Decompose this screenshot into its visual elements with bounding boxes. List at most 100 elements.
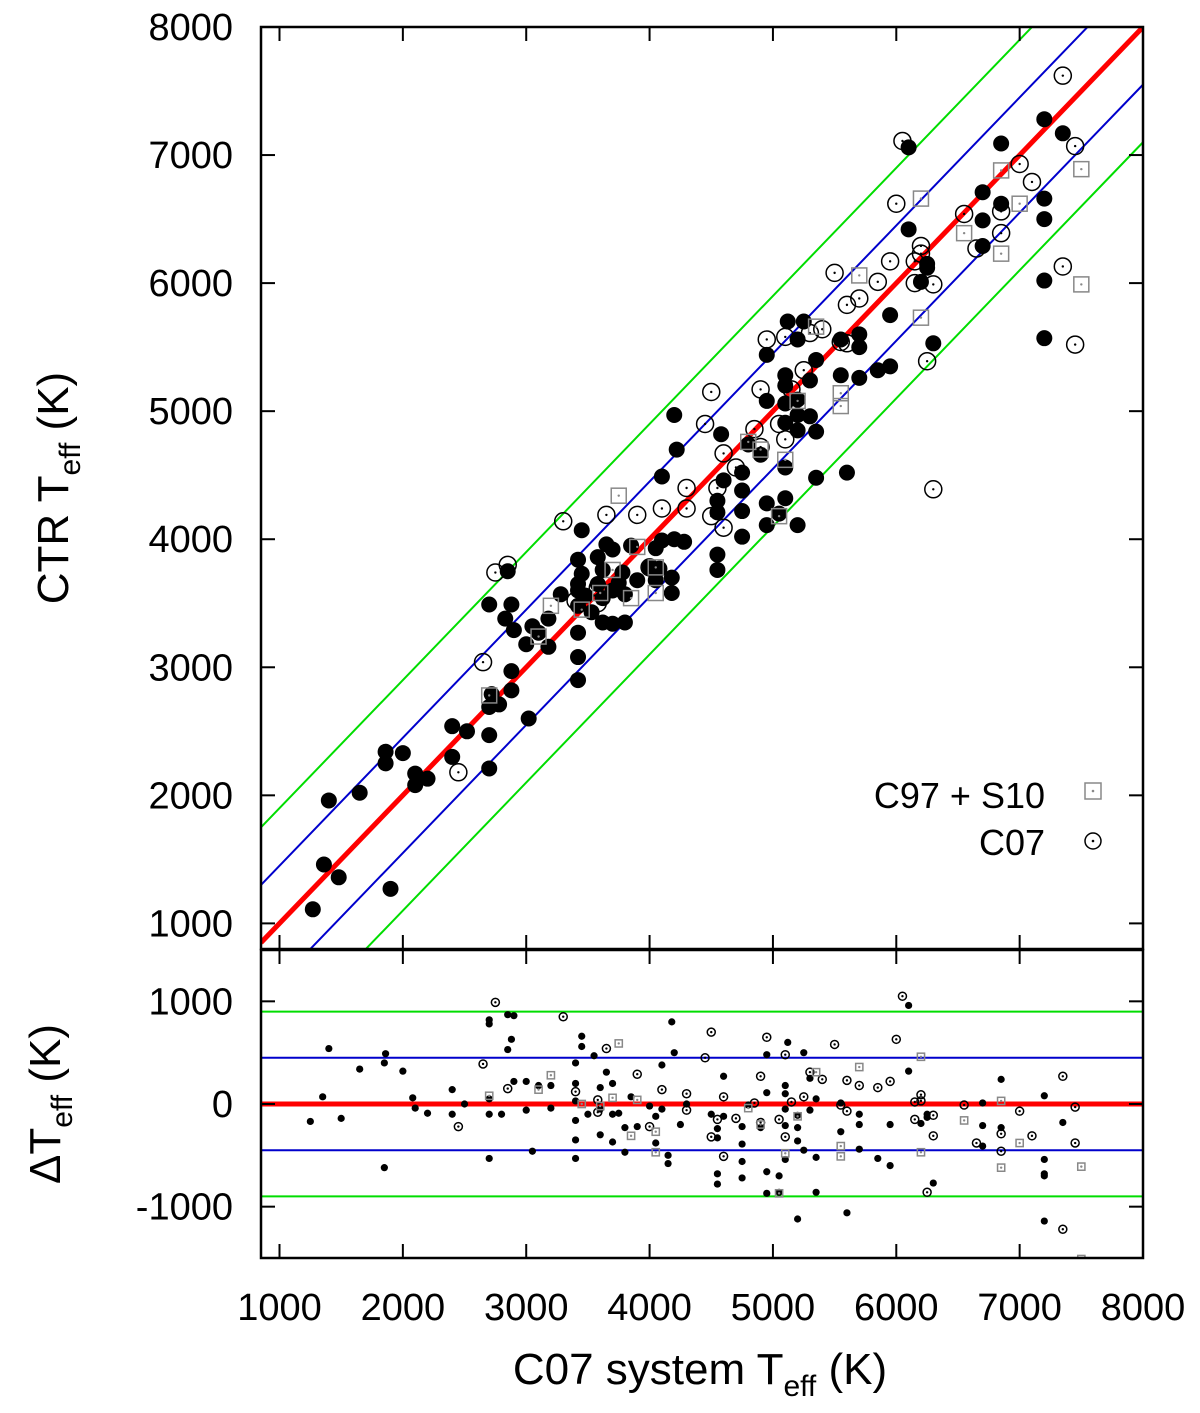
residual-point-1-53-dot	[1030, 1134, 1034, 1138]
main-point-0-46	[589, 549, 606, 566]
residual-point-2-8	[632, 1095, 642, 1105]
main-point-0-115	[882, 307, 899, 324]
residual-point-0-26	[522, 1106, 530, 1114]
main-point-0-43	[577, 587, 594, 604]
residual-point-2-17-dot	[839, 1155, 842, 1158]
main-point-1-37	[868, 272, 888, 292]
residual-point-0-126	[1059, 1118, 1067, 1127]
residual-point-0-112	[917, 1119, 925, 1128]
residual-point-0-60	[664, 1151, 672, 1159]
residual-point-2-19	[854, 1062, 864, 1072]
residual-point-1-23	[755, 1071, 766, 1082]
residual-point-1-42-dot	[913, 1118, 916, 1121]
main-point-0-70	[668, 441, 685, 458]
residual-point-1-29	[799, 1092, 809, 1102]
main-point-0-2	[320, 792, 337, 809]
main-point-1-50-dot	[999, 231, 1003, 235]
main-line-1	[261, 27, 1089, 886]
residual-point-0-65	[707, 1110, 715, 1118]
residual-point-2-22-dot	[962, 1119, 966, 1122]
residual-point-1-15-dot	[710, 1135, 713, 1139]
residual-point-1-15	[706, 1132, 717, 1142]
main-point-2-10	[647, 559, 664, 576]
residual-point-0-79	[763, 1168, 771, 1176]
main-point-0-114	[882, 358, 899, 375]
residual-point-1-28-dot	[790, 1100, 793, 1104]
residual-point-2-2	[546, 1070, 556, 1080]
residual-point-0-110	[905, 1067, 913, 1075]
residual-point-1-2	[490, 997, 501, 1008]
main-point-0-58	[623, 537, 640, 554]
residual-point-1-47-dot	[932, 1114, 935, 1117]
residual-point-0-25	[510, 1077, 518, 1086]
residual-point-1-3	[502, 1083, 513, 1094]
residual-point-0-44	[596, 1083, 604, 1092]
residual-point-1-33-dot	[839, 1103, 842, 1107]
main-point-1-30	[800, 323, 820, 343]
residual-point-2-22	[959, 1116, 969, 1125]
x-tick-label-7: 8000	[1101, 1287, 1186, 1329]
main-point-1-21	[745, 419, 764, 439]
residual-point-1-45-dot	[925, 1191, 929, 1194]
main-point-2-13	[770, 507, 788, 525]
residual-point-1-39-dot	[895, 1038, 898, 1041]
residual-point-1-44-dot	[919, 1093, 923, 1096]
residual-point-2-20	[916, 1052, 926, 1062]
residual-point-0-51	[621, 1148, 629, 1156]
residual-point-0-105	[855, 1145, 863, 1153]
residual-point-1-36	[854, 1080, 865, 1091]
residual-point-0-33	[571, 1136, 580, 1144]
residual-point-2-9	[651, 1147, 661, 1157]
main-point-1-36-dot	[858, 297, 861, 300]
residual-point-0-69	[713, 1125, 722, 1133]
main-point-0-132	[1054, 125, 1071, 142]
residual-point-1-38-dot	[888, 1080, 892, 1083]
main-point-1-45-dot	[925, 360, 929, 363]
residual-point-0-32	[571, 1154, 580, 1163]
residual-point-0-37	[571, 1059, 580, 1067]
main-y-tick-label-3: 4000	[148, 519, 233, 561]
legend-marker-square-dot	[1091, 789, 1095, 793]
main-point-0-113	[869, 362, 886, 379]
residual-point-0-0	[306, 1117, 314, 1126]
main-point-1-40-dot	[901, 139, 904, 143]
main-point-1-2-dot	[494, 571, 497, 574]
residual-point-0-103	[843, 1209, 851, 1217]
main-point-1-57	[1065, 136, 1085, 156]
residual-point-0-35	[571, 1097, 580, 1105]
residual-lines	[261, 1010, 1143, 1198]
main-point-0-14	[459, 723, 476, 740]
main-y-tick-label-0: 1000	[148, 903, 233, 945]
main-point-1-17-dot	[716, 486, 719, 490]
main-point-2-4	[591, 584, 609, 602]
residual-point-0-124	[1040, 1155, 1048, 1164]
residual-point-0-125	[1040, 1092, 1048, 1100]
main-point-1-14-dot	[703, 422, 707, 426]
main-point-0-76	[713, 426, 730, 443]
main-point-2-16-dot	[814, 325, 818, 328]
residual-point-0-70	[719, 1072, 728, 1080]
main-point-2-14-dot	[784, 458, 787, 462]
main-line-4	[364, 141, 1143, 949]
main-point-1-29-dot	[802, 368, 805, 372]
main-point-0-42	[573, 522, 590, 539]
main-y-axis-title: CTR Teff (K)	[29, 372, 87, 604]
main-point-0-122	[974, 237, 991, 254]
residual-point-2-26	[1076, 1254, 1086, 1258]
residual-point-1-29-dot	[802, 1095, 805, 1099]
main-point-0-7	[382, 880, 399, 897]
residual-point-1-5	[570, 1086, 581, 1097]
main-point-1-11	[652, 499, 672, 518]
residual-point-1-14-dot	[703, 1056, 707, 1060]
main-point-2-3	[573, 601, 590, 618]
main-point-0-105	[808, 469, 825, 486]
main-point-2-22	[955, 224, 973, 242]
residual-point-0-14	[460, 1100, 469, 1108]
residual-point-1-41-dot	[913, 1100, 916, 1104]
residual-point-0-74	[738, 1140, 746, 1148]
main-point-0-44	[583, 604, 600, 621]
legend: C97 + S10 C07	[874, 775, 1102, 863]
main-point-0-26	[505, 622, 522, 639]
residual-point-0-27	[522, 1077, 530, 1086]
main-point-0-30	[530, 624, 547, 641]
